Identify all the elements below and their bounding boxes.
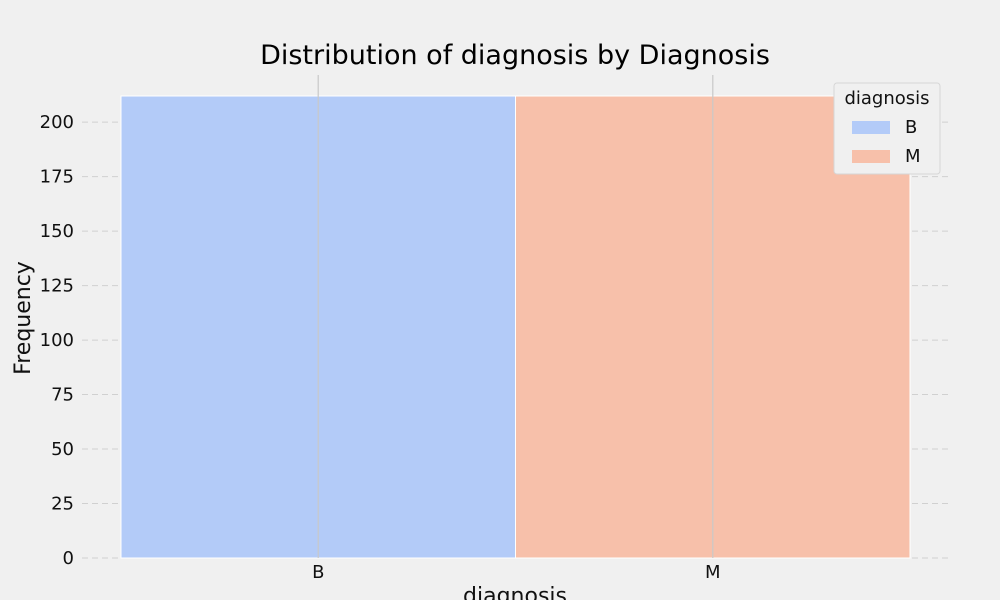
chart-title: Distribution of diagnosis by Diagnosis: [260, 40, 770, 71]
legend: diagnosis BM: [833, 82, 941, 175]
y-axis-label: Frequency: [11, 261, 36, 375]
y-tick-label: 75: [51, 385, 74, 406]
legend-swatch-M: [852, 150, 890, 163]
y-tick-label: 150: [40, 221, 74, 242]
y-tick-label: 125: [40, 276, 74, 297]
x-tick-label: B: [312, 562, 324, 583]
y-tick-label: 50: [51, 439, 74, 460]
x-axis-label: diagnosis: [463, 584, 567, 600]
y-tick-label: 175: [40, 167, 74, 188]
y-tick-label: 0: [63, 548, 74, 569]
legend-swatch-B: [852, 121, 890, 134]
legend-label-B: B: [905, 117, 917, 138]
legend-label-M: M: [905, 146, 921, 167]
y-tick-label: 200: [40, 112, 74, 133]
bars: [120, 95, 911, 559]
y-tick-label: 100: [40, 330, 74, 351]
x-grid-lines: [317, 75, 714, 558]
x-tick-label: M: [705, 562, 721, 583]
legend-title: diagnosis: [844, 88, 929, 109]
legend-items: BM: [852, 117, 921, 167]
y-tick-label: 25: [51, 494, 74, 515]
y-tick-labels: 0 25 50 75 100 125 150 175 200: [40, 112, 74, 569]
